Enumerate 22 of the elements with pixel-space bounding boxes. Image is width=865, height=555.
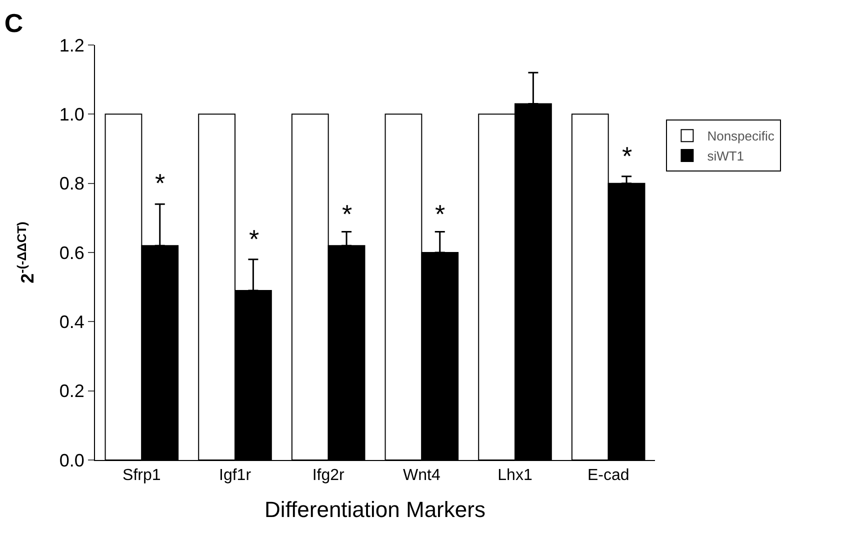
annotation: * <box>249 224 260 254</box>
chart-title: C <box>4 8 24 38</box>
x-tick-label: E-cad <box>587 467 630 484</box>
annotation: * <box>435 199 446 229</box>
y-tick-label: 0.4 <box>59 312 84 332</box>
x-tick-label: Lhx1 <box>498 467 532 484</box>
y-tick-label: 0.2 <box>59 381 84 402</box>
x-tick-label: Ifg2r <box>312 467 346 484</box>
x-tick-label: Igf1r <box>218 467 252 484</box>
x-tick-label: Sfrp1 <box>122 467 161 484</box>
x-tick-label: Wnt4 <box>403 467 440 484</box>
annotation: * <box>155 168 166 198</box>
legend-label: Nonspecific <box>707 128 775 144</box>
annotation: * <box>342 199 352 229</box>
legend-label: siWT1 <box>707 148 744 164</box>
y-tick-label: 1.2 <box>59 35 84 56</box>
y-tick-label: 0.8 <box>59 174 84 194</box>
y-tick-label: 1.0 <box>59 104 84 124</box>
y-tick-label: 0.6 <box>59 242 84 263</box>
annotation: * <box>622 141 632 171</box>
x-axis-title: Differentiation Markers <box>264 497 486 522</box>
y-tick-label: 0.0 <box>59 450 84 470</box>
